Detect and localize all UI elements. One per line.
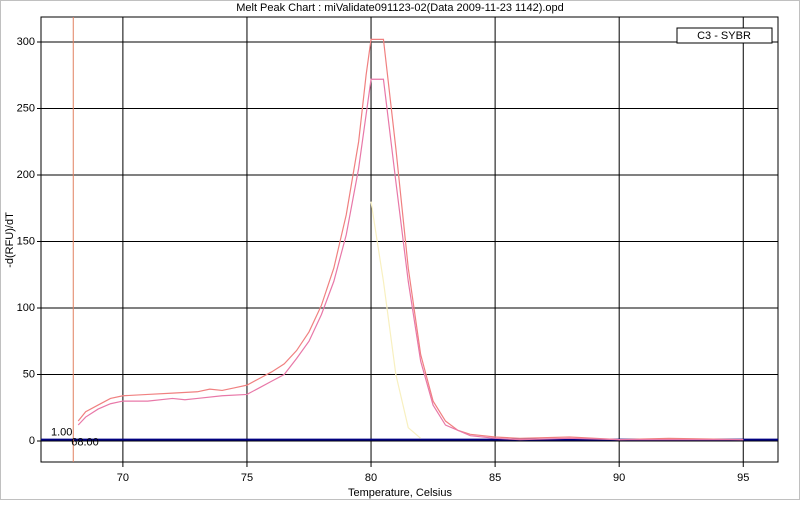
legend-label: C3 - SYBR (697, 30, 751, 42)
y-tick-label: 50 (23, 368, 35, 380)
y-tick-label: 200 (17, 169, 35, 181)
marker-label: 68.00 (71, 437, 99, 449)
threshold-label: 1.00 (51, 427, 72, 439)
x-axis-label: Temperature, Celsius (348, 487, 452, 499)
y-tick-label: 150 (17, 235, 35, 247)
y-tick-label: 0 (29, 435, 35, 447)
y-tick-label: 300 (17, 36, 35, 48)
x-tick-label: 85 (489, 472, 501, 484)
x-tick-label: 80 (365, 472, 377, 484)
y-tick-label: 250 (17, 102, 35, 114)
x-tick-label: 95 (737, 472, 749, 484)
y-axis-label: -d(RFU)/dT (4, 212, 16, 268)
plot-area (40, 16, 779, 463)
series-line (77, 38, 744, 441)
series-line (370, 201, 422, 439)
legend-box (676, 27, 773, 44)
x-tick-label: 75 (241, 472, 253, 484)
y-tick-label: 100 (17, 302, 35, 314)
x-tick-label: 70 (117, 472, 129, 484)
series-line (77, 78, 744, 441)
x-tick-label: 90 (613, 472, 625, 484)
chart-title: Melt Peak Chart : miValidate091123-02(Da… (236, 2, 564, 14)
